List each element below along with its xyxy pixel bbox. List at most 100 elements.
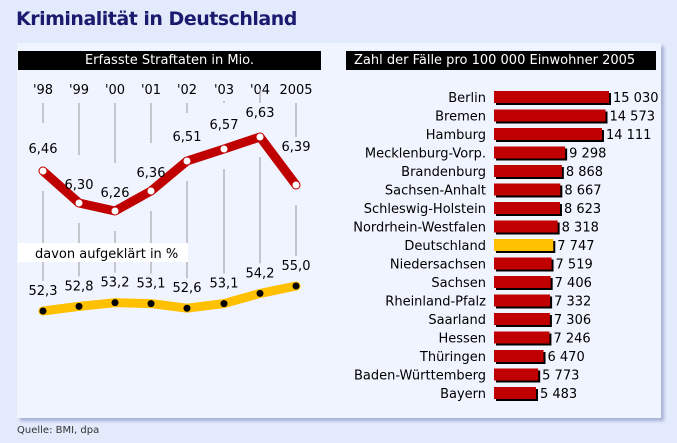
- data-point-aufgeklaert: [220, 300, 228, 308]
- data-label-aufgeklaert: 55,0: [282, 259, 311, 274]
- bar: [494, 109, 606, 122]
- data-label-straftaten: 6,30: [65, 178, 94, 193]
- bar-category-label: Brandenburg: [401, 165, 486, 180]
- bar-value-label: 7 406: [555, 276, 592, 291]
- bar-category-label: Sachsen-Anhalt: [385, 184, 486, 199]
- bar: [494, 313, 550, 325]
- bar-category-label: Rheinland-Pfalz: [385, 295, 486, 310]
- source-note: Quelle: BMI, dpa: [17, 425, 100, 436]
- data-label-aufgeklaert: 52,3: [29, 284, 58, 299]
- x-tick-label: '98: [33, 83, 53, 98]
- bar-category-label: Deutschland: [404, 239, 486, 254]
- data-label-straftaten: 6,39: [282, 140, 311, 155]
- data-label-aufgeklaert: 53,2: [101, 276, 130, 291]
- bar-category-label: Saarland: [428, 313, 486, 328]
- data-point-aufgeklaert: [256, 289, 264, 297]
- series-line-straftaten: [38, 132, 301, 216]
- data-point-straftaten: [111, 207, 119, 215]
- data-label-straftaten: 6,26: [101, 186, 130, 201]
- bar-category-label: Schleswig-Holstein: [364, 202, 486, 217]
- bar: [494, 128, 602, 140]
- data-label-straftaten: 6,36: [137, 166, 166, 181]
- bar-value-label: 15 030: [613, 91, 659, 106]
- bar-value-label: 8 318: [562, 221, 599, 236]
- line-chart-header: Erfasste Straftaten in Mio.: [18, 51, 321, 70]
- bar-value-label: 8 667: [564, 184, 601, 199]
- data-point-aufgeklaert: [75, 302, 83, 310]
- data-point-straftaten: [75, 199, 83, 207]
- x-tick-label: '02: [177, 83, 197, 98]
- bar: [494, 257, 552, 270]
- bar-category-label: Hessen: [438, 332, 486, 347]
- x-tick-label: '99: [69, 83, 89, 98]
- data-point-aufgeklaert: [183, 304, 191, 312]
- bar-category-label: Hamburg: [426, 128, 486, 143]
- data-point-straftaten: [220, 145, 228, 153]
- data-point-straftaten: [147, 187, 155, 195]
- data-point-aufgeklaert: [111, 299, 119, 307]
- data-label-aufgeklaert: 52,6: [173, 281, 202, 296]
- page-title: Kriminalität in Deutschland: [16, 8, 297, 30]
- data-point-straftaten: [183, 157, 191, 165]
- bar-value-label: 5 483: [540, 387, 577, 402]
- bar-value-label: 14 573: [610, 110, 656, 125]
- bar-category-label: Nordrhein-Westfalen: [353, 221, 486, 236]
- bar-value-label: 7 747: [557, 239, 594, 254]
- data-label-straftaten: 6,63: [246, 106, 275, 121]
- bar-highlight: [494, 239, 554, 251]
- bar-value-label: 7 519: [556, 258, 593, 273]
- bar-category-label: Bayern: [440, 387, 486, 402]
- bar-value-label: 7 332: [554, 295, 591, 310]
- bar: [494, 387, 536, 399]
- bar: [494, 294, 551, 307]
- x-tick-label: '01: [141, 83, 161, 98]
- bar: [494, 91, 609, 103]
- bar: [494, 183, 561, 196]
- bar-category-label: Mecklenburg-Vorp.: [365, 147, 486, 162]
- x-tick-label: 2005: [279, 83, 312, 98]
- bar-category-label: Thüringen: [419, 350, 486, 365]
- bar: [494, 146, 566, 159]
- series-line-aufgeklaert: [38, 281, 301, 316]
- series-subtitle: davon aufgeklärt in %: [35, 247, 178, 262]
- data-point-straftaten: [256, 133, 264, 141]
- bar-category-label: Berlin: [448, 91, 486, 106]
- bar-value-label: 7 306: [554, 313, 591, 328]
- bar: [494, 368, 539, 381]
- bar-category-label: Niedersachsen: [390, 258, 486, 273]
- bar-category-label: Sachsen: [431, 276, 486, 291]
- bar-value-label: 8 868: [566, 165, 603, 180]
- bar-chart-header: Zahl der Fälle pro 100 000 Einwohner 200…: [346, 51, 656, 70]
- line-chart: '98'99'00'01'02'03'04 20056,466,306,266,3…: [18, 83, 313, 316]
- subtitle-box: [18, 243, 188, 262]
- bar-category-label: Bremen: [435, 110, 486, 125]
- bar-value-label: 7 246: [553, 332, 590, 347]
- data-label-straftaten: 6,51: [173, 130, 202, 145]
- data-point-straftaten: [292, 181, 300, 189]
- bar-value-label: 14 111: [606, 128, 652, 143]
- bar: [494, 331, 550, 344]
- data-label-straftaten: 6,46: [29, 142, 58, 157]
- bar-value-label: 5 773: [542, 369, 579, 384]
- data-label-straftaten: 6,57: [210, 118, 239, 133]
- data-point-aufgeklaert: [292, 282, 300, 290]
- bar-value-label: 6 470: [548, 350, 585, 365]
- bar: [494, 276, 551, 288]
- bar: [494, 202, 560, 214]
- data-point-aufgeklaert: [147, 300, 155, 308]
- bar-category-label: Baden-Württemberg: [354, 369, 486, 384]
- bar: [494, 165, 562, 177]
- x-tick-label: '00: [105, 83, 125, 98]
- bar-value-label: 8 623: [564, 202, 601, 217]
- bar-value-label: 9 298: [569, 147, 606, 162]
- data-point-aufgeklaert: [39, 307, 47, 315]
- data-label-aufgeklaert: 54,2: [246, 266, 275, 281]
- bar: [494, 350, 544, 362]
- data-label-aufgeklaert: 53,1: [210, 277, 239, 292]
- data-point-straftaten: [39, 167, 47, 175]
- bar: [494, 220, 558, 233]
- bar-chart: Berlin 15 030 Bremen 14 573 Hamburg 14 111 Mec…: [353, 91, 659, 402]
- data-label-aufgeklaert: 53,1: [137, 277, 166, 292]
- x-tick-label: '03: [214, 83, 234, 98]
